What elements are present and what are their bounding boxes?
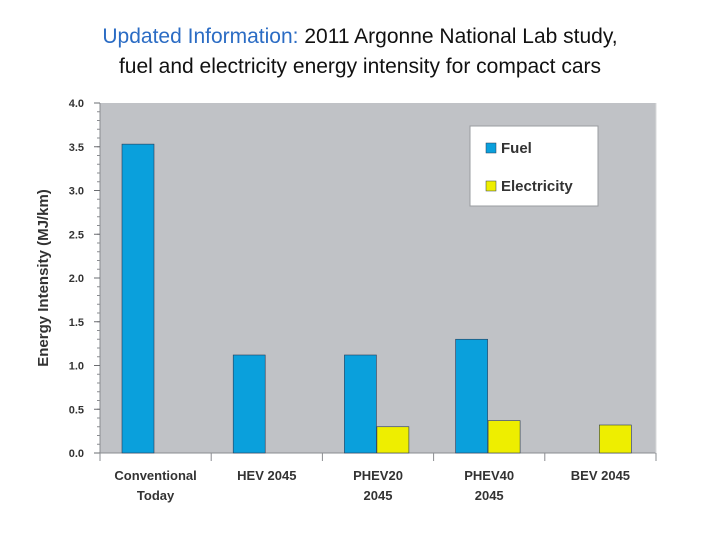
y-tick-label: 0.0 — [69, 448, 84, 460]
y-tick-label: 0.5 — [69, 404, 84, 416]
x-category-label: Conventional — [114, 468, 196, 483]
bar-fuel-1 — [232, 354, 266, 454]
bar-fuel-0 — [121, 143, 155, 454]
legend: Fuel Electricity — [469, 125, 599, 207]
y-tick-label: 2.5 — [69, 229, 84, 241]
y-axis-ticks: 0.0 0.5 1.0 1.5 2.0 2.5 3.0 3.5 4.0 — [69, 98, 84, 460]
title-highlight: Updated Information: — [102, 25, 299, 48]
legend-swatch-fuel — [485, 142, 497, 154]
y-tick-label: 1.0 — [69, 361, 84, 373]
bars — [121, 143, 632, 454]
y-tick-label: 4.0 — [69, 98, 84, 110]
y-tick-label: 3.0 — [69, 186, 84, 198]
y-axis-label: Energy Intensity (MJ/km) — [35, 189, 52, 367]
x-category-label: BEV 2045 — [571, 468, 630, 483]
bar-fuel-2 — [344, 354, 377, 454]
legend-label-fuel: Fuel — [501, 140, 532, 157]
slide-title: Updated Information: 2011 Argonne Nation… — [0, 22, 720, 82]
legend-swatch-electricity — [485, 180, 497, 192]
bar-electricity-2 — [376, 426, 410, 454]
legend-label-electricity: Electricity — [501, 178, 573, 195]
bar-electricity-4 — [598, 424, 632, 454]
legend-box — [469, 125, 599, 207]
x-category-label: PHEV20 — [353, 468, 403, 483]
y-tick-label: 1.5 — [69, 317, 84, 329]
x-category-label: Today — [137, 488, 175, 503]
title-rest: 2011 Argonne National Lab study, — [298, 25, 618, 48]
x-category-label: 2045 — [364, 488, 393, 503]
title-line2: fuel and electricity energy intensity fo… — [118, 55, 602, 78]
x-category-label: PHEV40 — [464, 468, 514, 483]
x-category-label: 2045 — [475, 488, 504, 503]
bar-electricity-3 — [487, 420, 521, 454]
y-tick-label: 2.0 — [69, 273, 84, 285]
y-tick-label: 3.5 — [69, 142, 84, 154]
x-category-label: HEV 2045 — [237, 468, 296, 483]
bar-fuel-3 — [455, 338, 488, 454]
x-axis-categories: Conventional Today HEV 2045 PHEV20 2045 PHEV4… — [114, 468, 630, 503]
